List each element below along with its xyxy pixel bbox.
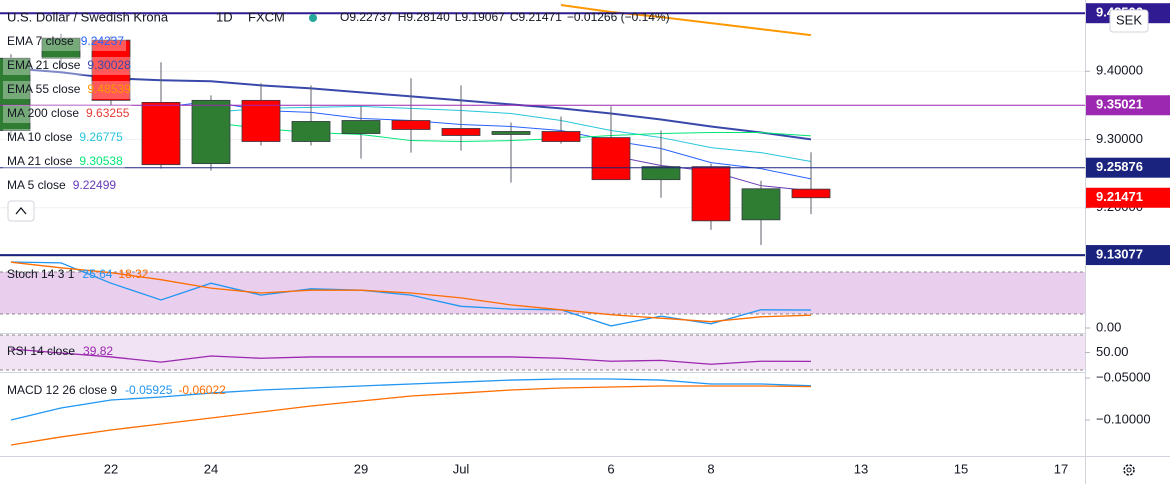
- indicator-line: [10, 378, 812, 421]
- legend-name: MA 200 close: [7, 106, 79, 120]
- legend-value: 9.48539: [87, 82, 131, 96]
- indicator-label: Stoch 14 3 1: [7, 267, 75, 281]
- candle-body: [591, 137, 631, 181]
- indicator-label: RSI 14 close: [7, 344, 75, 358]
- indicator-value: 39.82: [83, 344, 113, 358]
- price-label: 9.13077: [1096, 247, 1143, 262]
- legend-bg: [3, 129, 125, 147]
- legend-value: 9.30538: [79, 154, 123, 168]
- legend-value: 9.22499: [73, 178, 117, 192]
- indicator-value: 18.32: [118, 267, 148, 281]
- price-label: 9.35021: [1096, 97, 1143, 112]
- ohlc-value: H9.28140: [398, 10, 450, 24]
- y-tick-label: −0.10000: [1096, 411, 1151, 426]
- ohlc-value: L9.19067: [455, 10, 505, 24]
- settings-icon[interactable]: [1123, 464, 1135, 476]
- candle-body: [391, 120, 431, 130]
- candle-body: [91, 39, 131, 101]
- price-label-bg: [1086, 187, 1170, 208]
- settings-icon-center: [1126, 467, 1132, 473]
- indicator-value: -0.06022: [178, 383, 226, 397]
- candle-body: [491, 131, 531, 135]
- candle-body: [191, 99, 231, 165]
- chart-title: U.S. Dollar / Swedish Krona: [7, 9, 169, 24]
- price-label: 9.25876: [1096, 159, 1143, 174]
- x-tick-label: 29: [354, 461, 368, 476]
- price-label-bg: [1086, 245, 1170, 266]
- legend-value: 9.63255: [86, 106, 130, 120]
- legend-value: 9.30028: [87, 58, 131, 72]
- panel: [10, 378, 812, 446]
- indicator-label: MACD 12 26 close 9: [7, 383, 117, 397]
- indicator-line: [10, 348, 812, 365]
- candle-body: [791, 188, 831, 199]
- source: FXCM: [248, 9, 285, 24]
- collapse-legend-button[interactable]: [7, 200, 35, 222]
- x-tick-label: Jul: [453, 461, 470, 476]
- x-tick-label: 13: [854, 461, 868, 476]
- y-tick-label: 0.00: [1096, 319, 1121, 334]
- legend-bg: [3, 57, 133, 75]
- y-tick-label: 9.40000: [1096, 63, 1143, 78]
- panel: [0, 3, 1085, 256]
- legend-bg: [3, 105, 132, 123]
- indicator-value: 25.64: [82, 267, 112, 281]
- chevron-icon: [15, 206, 27, 215]
- ohlc-value: O9.22737: [340, 10, 393, 24]
- interval: 1D: [216, 9, 233, 24]
- price-label: 9.21471: [1096, 189, 1143, 204]
- legend-bg: [3, 153, 125, 171]
- legend-bg: [3, 81, 133, 99]
- candle-body: [341, 120, 381, 134]
- band: [0, 335, 1085, 370]
- x-tick-label: 15: [954, 461, 968, 476]
- y-tick-label: −0.05000: [1096, 369, 1151, 384]
- x-tick-label: 8: [707, 461, 714, 476]
- x-tick-label: 22: [104, 461, 118, 476]
- candle-body: [541, 131, 581, 142]
- candle-body: [291, 121, 331, 142]
- currency: SEK: [1116, 12, 1142, 27]
- candle-body: [641, 166, 681, 181]
- panel: [0, 261, 1085, 327]
- indicator-line: [10, 261, 812, 327]
- ohlc-value: C9.21471: [510, 10, 562, 24]
- price-label-bg: [1086, 157, 1170, 178]
- legend-bg: [3, 177, 119, 195]
- candle-body: [41, 37, 81, 59]
- market-status: [309, 14, 317, 22]
- price-label-bg: [1086, 95, 1170, 116]
- indicator-value: -0.05925: [125, 383, 173, 397]
- x-tick-label: 24: [204, 461, 218, 476]
- x-tick-label: 17: [1054, 461, 1068, 476]
- indicator-line: [10, 385, 812, 446]
- legend-name: MA 10 close: [7, 130, 73, 144]
- ohlc-value: −0.01266 (−0.14%): [567, 10, 670, 24]
- legend-name: EMA 7 close: [7, 34, 74, 48]
- candle-body: [741, 188, 781, 221]
- legend-name: EMA 55 close: [7, 82, 81, 96]
- candle-body: [0, 57, 31, 131]
- legend-name: MA 5 close: [7, 178, 66, 192]
- y-tick-label: 50.00: [1096, 344, 1129, 359]
- legend-name: EMA 21 close: [7, 58, 81, 72]
- legend-name: MA 21 close: [7, 154, 73, 168]
- panel: [0, 334, 1085, 371]
- candle-body: [441, 128, 481, 136]
- x-tick-label: 6: [607, 461, 614, 476]
- y-tick-label: 9.30000: [1096, 131, 1143, 146]
- currency-button[interactable]: [1109, 9, 1149, 33]
- candle-body: [141, 102, 181, 166]
- indicator-line: [10, 261, 812, 323]
- legend-value: 9.26775: [79, 130, 123, 144]
- legend-value: 9.24237: [81, 34, 125, 48]
- indicator-line: [560, 3, 812, 37]
- candle-body: [691, 166, 731, 222]
- legend-bg: [3, 33, 127, 51]
- candle-body: [241, 99, 281, 142]
